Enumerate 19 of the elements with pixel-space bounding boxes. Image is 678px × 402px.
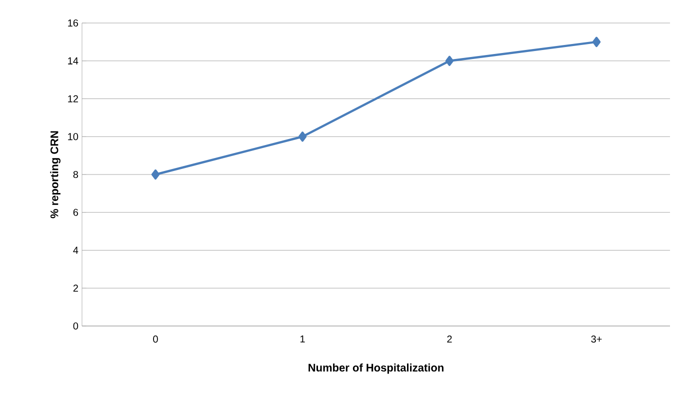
y-tick-label: 8 xyxy=(73,170,78,178)
point xyxy=(151,169,160,180)
y-axis-title: % reporting CRN xyxy=(50,131,60,218)
x-tick-label: 0 xyxy=(153,336,158,343)
y-tick-label: 2 xyxy=(73,284,78,292)
y-tick-label: 12 xyxy=(68,95,78,102)
x-axis-title: Number of Hospitalization xyxy=(308,363,444,374)
point xyxy=(298,132,307,142)
y-tick-label: 6 xyxy=(73,208,78,216)
y-tick-label: 10 xyxy=(68,133,78,140)
y-tick-label: 0 xyxy=(73,322,78,330)
y-tick-label: 14 xyxy=(68,57,78,64)
point xyxy=(592,36,601,48)
y-tick-label: 16 xyxy=(68,19,78,27)
x-tick-label: 3+ xyxy=(591,336,602,343)
x-tick-label: 1 xyxy=(300,336,305,342)
point xyxy=(445,56,454,66)
x-tick-label: 2 xyxy=(447,336,452,343)
y-tick-label: 4 xyxy=(73,246,78,254)
